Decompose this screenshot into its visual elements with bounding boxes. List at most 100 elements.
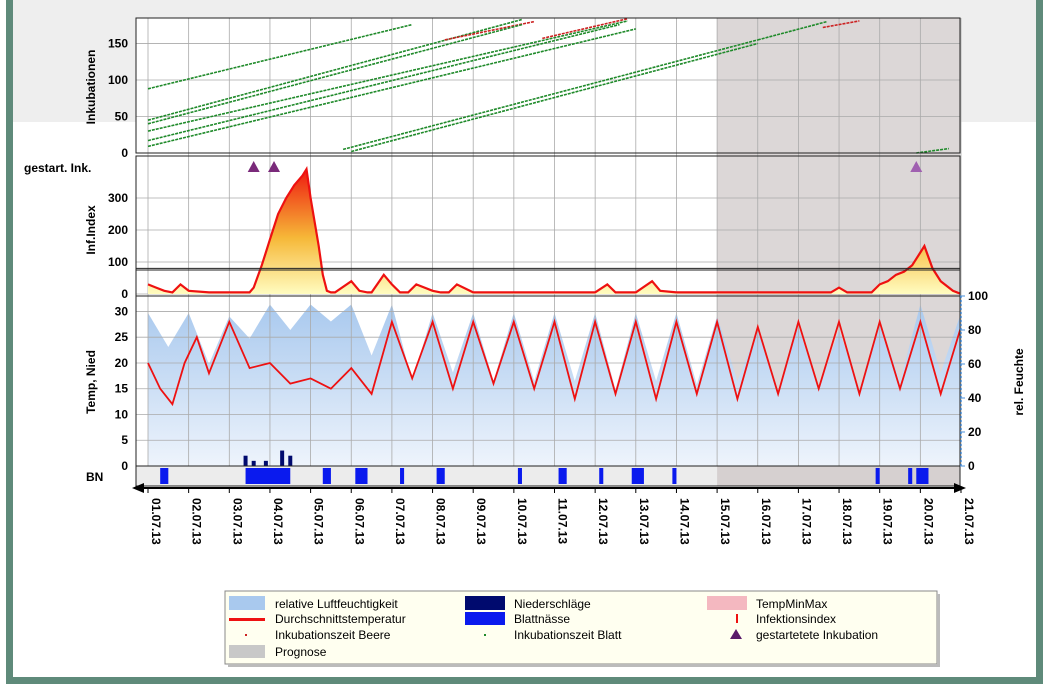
legend-shadow xyxy=(937,594,940,666)
legend: relative Luftfeuchtigkeit Niederschläge … xyxy=(224,590,940,667)
legend-label-humidity: relative Luftfeuchtigkeit xyxy=(275,597,398,611)
rain-bar xyxy=(263,460,268,466)
legend-swatch-humidity xyxy=(229,596,265,610)
y-tick-label-infection-index: 200 xyxy=(108,223,128,237)
y2-tick-label-humidity: 60 xyxy=(968,357,982,371)
incubation-series-berry xyxy=(822,20,860,29)
x-tick-label: 18.07.13 xyxy=(840,498,854,545)
temperature-line xyxy=(147,318,960,407)
y-label-temp: Temp, Nied xyxy=(84,350,98,414)
incubation-series-leaf xyxy=(147,18,523,121)
leaf-wetness-bar xyxy=(245,468,291,484)
incubation-series-leaf xyxy=(147,23,620,142)
x-tick-label: 11.07.13 xyxy=(556,498,570,544)
y-label-incubations: Inkubationen xyxy=(84,50,98,125)
incubation-series-leaf xyxy=(147,23,413,90)
legend-swatch-started xyxy=(730,629,742,639)
incubation-series-leaf xyxy=(342,39,759,151)
rain-bar xyxy=(280,450,285,466)
leaf-wetness-bars xyxy=(136,466,960,486)
axes: 0501001500100200300051015202530020406080… xyxy=(108,17,988,545)
y-tick-label-infection-index: 100 xyxy=(108,255,128,269)
x-tick-label: 02.07.13 xyxy=(190,498,204,545)
y2-label-humidity: rel. Feuchte xyxy=(1012,348,1026,416)
rain-bar xyxy=(251,460,256,466)
legend-swatch-rain xyxy=(465,596,505,610)
y-tick-label-temp: 5 xyxy=(121,433,128,447)
label-started-incubations: gestart. Ink. xyxy=(24,161,91,175)
legend-swatch-tempminmax xyxy=(707,596,747,610)
y2-tick-label-humidity: 80 xyxy=(968,323,982,337)
y-tick-label-infection-index: 300 xyxy=(108,191,128,205)
x-tick-label: 21.07.13 xyxy=(962,498,976,545)
x-tick-label: 15.07.13 xyxy=(718,498,732,545)
y2-tick-label-humidity: 0 xyxy=(968,459,975,473)
panel-border xyxy=(135,465,961,487)
y-tick-label-temp: 30 xyxy=(115,304,129,318)
started-incubation-marker xyxy=(247,161,260,172)
y-tick-label-incubations: 100 xyxy=(108,73,128,87)
legend-label-tempavg: Durchschnittstemperatur xyxy=(275,612,406,626)
legend-label-leafwet: Blattnässe xyxy=(514,612,570,626)
y-tick-label-temp: 10 xyxy=(115,407,129,421)
x-tick-label: 08.07.13 xyxy=(434,498,448,545)
x-tick-label: 14.07.13 xyxy=(677,498,691,545)
rain-bars xyxy=(243,450,293,466)
legend-swatch-leafwet xyxy=(465,612,505,625)
x-tick-label: 20.07.13 xyxy=(921,498,935,545)
incubation-series-leaf xyxy=(147,28,636,148)
y-tick-label-incubations: 0 xyxy=(121,146,128,160)
leaf-wetness-bar xyxy=(916,468,929,484)
x-tick-label: 12.07.13 xyxy=(596,498,610,545)
x-tick-label: 07.07.13 xyxy=(393,498,407,545)
started-incubation-markers xyxy=(247,161,923,172)
started-incubation-marker xyxy=(910,161,923,172)
label-leaf-wetness: BN xyxy=(86,470,103,484)
y-tick-label-temp: 0 xyxy=(121,459,128,473)
legend-swatch-incberry xyxy=(245,634,247,636)
x-tick-label: 16.07.13 xyxy=(759,498,773,545)
x-axis-arrow-right xyxy=(954,483,966,493)
x-tick-label: 13.07.13 xyxy=(637,498,651,545)
incubation-series-leaf xyxy=(147,23,523,125)
legend-swatch-tempavg xyxy=(229,618,265,621)
x-tick-label: 05.07.13 xyxy=(312,498,326,545)
x-tick-label: 01.07.13 xyxy=(149,498,163,545)
y2-tick-label-humidity: 40 xyxy=(968,391,982,405)
leaf-wetness-bar xyxy=(875,468,880,484)
x-tick-label: 19.07.13 xyxy=(881,498,895,545)
outer-border-left xyxy=(6,0,13,684)
leaf-wetness-bar xyxy=(160,468,169,484)
infection-index-area xyxy=(136,166,960,295)
outer-border-right xyxy=(1036,0,1043,684)
x-tick-label: 03.07.13 xyxy=(230,498,244,545)
rain-bar xyxy=(243,455,248,466)
infection-index-line xyxy=(147,166,960,295)
legend-swatch-infidx xyxy=(736,614,738,623)
incubation-series-berry xyxy=(542,18,628,40)
x-tick-label: 10.07.13 xyxy=(515,498,529,545)
incubation-series-leaf xyxy=(351,42,759,153)
leaf-wetness-bar xyxy=(355,468,368,484)
incubation-series-leaf xyxy=(147,20,628,132)
leaf-wetness-bar xyxy=(400,468,405,484)
legend-box xyxy=(224,590,938,665)
leaf-wetness-bar xyxy=(672,468,677,484)
legend-label-infidx: Infektionsindex xyxy=(756,612,836,626)
y-tick-label-incubations: 150 xyxy=(108,37,128,51)
y-tick-label-temp: 20 xyxy=(115,356,129,370)
y-tick-label-incubations: 50 xyxy=(115,110,129,124)
leaf-wetness-bar xyxy=(908,468,913,484)
leaf-wetness-forecast xyxy=(717,466,960,486)
started-incubation-marker xyxy=(268,161,281,172)
leaf-wetness-bar xyxy=(631,468,644,484)
y2-tick-label-humidity: 20 xyxy=(968,425,982,439)
y-tick-label-temp: 25 xyxy=(115,330,129,344)
temperature-avg-line xyxy=(147,318,960,407)
x-tick-label: 06.07.13 xyxy=(352,498,366,545)
x-axis-arrow-left xyxy=(132,483,144,493)
leaf-wetness-bar xyxy=(436,468,445,484)
legend-label-incleaf: Inkubationszeit Blatt xyxy=(514,628,622,642)
